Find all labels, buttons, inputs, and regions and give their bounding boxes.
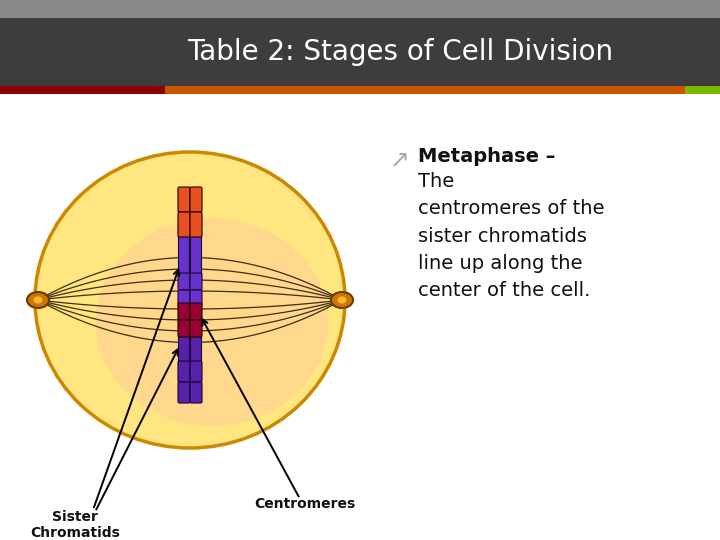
FancyBboxPatch shape xyxy=(191,226,202,285)
Bar xyxy=(685,86,720,94)
FancyBboxPatch shape xyxy=(190,382,202,403)
Text: Sister
Chromatids: Sister Chromatids xyxy=(30,510,120,540)
Ellipse shape xyxy=(34,296,42,303)
FancyBboxPatch shape xyxy=(190,303,202,320)
FancyBboxPatch shape xyxy=(179,334,189,376)
FancyBboxPatch shape xyxy=(190,273,202,290)
FancyBboxPatch shape xyxy=(178,212,190,237)
Bar xyxy=(0,86,165,94)
Bar xyxy=(165,86,685,94)
FancyBboxPatch shape xyxy=(190,361,202,382)
FancyBboxPatch shape xyxy=(178,303,190,320)
FancyBboxPatch shape xyxy=(190,290,202,307)
FancyBboxPatch shape xyxy=(179,226,189,285)
FancyBboxPatch shape xyxy=(178,382,190,403)
Text: ↗: ↗ xyxy=(390,148,410,172)
FancyBboxPatch shape xyxy=(178,273,190,290)
FancyBboxPatch shape xyxy=(190,212,202,237)
Text: Table 2: Stages of Cell Division: Table 2: Stages of Cell Division xyxy=(187,38,613,66)
Ellipse shape xyxy=(35,152,345,448)
FancyBboxPatch shape xyxy=(178,361,190,382)
FancyBboxPatch shape xyxy=(178,320,190,337)
Bar xyxy=(0,18,720,86)
Text: Centromeres: Centromeres xyxy=(254,497,356,511)
Ellipse shape xyxy=(27,292,49,308)
FancyBboxPatch shape xyxy=(190,320,202,337)
Bar xyxy=(0,0,720,18)
FancyBboxPatch shape xyxy=(191,334,202,376)
Text: Metaphase –: Metaphase – xyxy=(418,147,562,166)
Text: The
centromeres of the
sister chromatids
line up along the
center of the cell.: The centromeres of the sister chromatids… xyxy=(418,172,605,300)
FancyBboxPatch shape xyxy=(190,187,202,212)
Ellipse shape xyxy=(96,218,328,426)
FancyBboxPatch shape xyxy=(178,187,190,212)
Ellipse shape xyxy=(331,292,353,308)
Ellipse shape xyxy=(338,296,346,303)
FancyBboxPatch shape xyxy=(178,290,190,307)
